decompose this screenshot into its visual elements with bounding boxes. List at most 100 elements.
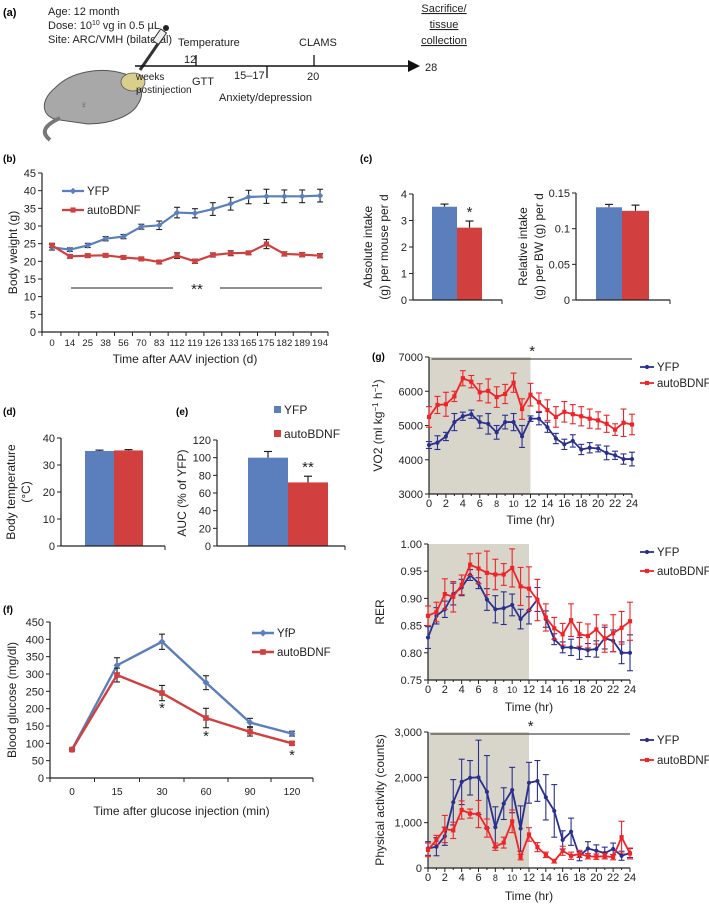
tissue-label: tissue (430, 19, 459, 31)
bar (596, 207, 622, 300)
y-tick-label: 0 (49, 541, 55, 553)
series-yfp (426, 409, 635, 467)
data-point (644, 364, 650, 370)
data-point (585, 633, 590, 639)
data-point (443, 434, 448, 439)
data-point (435, 440, 440, 445)
data-point (560, 837, 565, 842)
y-tick-label: 6000 (399, 386, 423, 398)
data-point (494, 430, 499, 435)
gtt-label: GTT (192, 76, 214, 88)
data-point (579, 414, 584, 419)
y-tick-label: 0.95 (401, 566, 422, 578)
data-point (611, 631, 616, 636)
legend-label: autoBDNF (657, 378, 709, 390)
data-point (425, 635, 431, 640)
week-15-17-label: 15–17 (234, 70, 265, 82)
data-point (317, 253, 323, 259)
y-tick-label: 1 (401, 269, 407, 281)
legend-item-autobdnf: autoBDNF (640, 566, 709, 578)
y-axis-label-part: −1 (371, 383, 380, 393)
data-point (493, 572, 498, 577)
x-tick-label: 120 (284, 787, 301, 798)
data-point (469, 412, 474, 417)
series-line (51, 242, 321, 264)
y-tick-label: 1,000 (394, 818, 422, 830)
data-point (191, 210, 199, 217)
data-point (644, 568, 650, 574)
x-tick-label: 24 (626, 498, 638, 510)
data-point (569, 618, 574, 623)
data-point (511, 419, 516, 425)
data-point (247, 729, 253, 735)
series-line (70, 673, 293, 751)
data-point (434, 609, 439, 615)
y-tick-label: 0 (401, 295, 407, 307)
data-point (451, 828, 456, 833)
x-axis-label: Time (hr) (506, 513, 554, 527)
x-tick-label: 16 (557, 684, 569, 696)
data-point (526, 832, 532, 837)
legend-item-autobdnf: autoBDNF (640, 378, 709, 390)
y-tick-label: 350 (26, 652, 44, 664)
data-point (227, 200, 234, 207)
anxiety-label: Anxiety/depression (219, 92, 312, 104)
data-point (442, 591, 447, 597)
x-tick-label: 24 (624, 684, 636, 696)
bar (248, 457, 288, 546)
data-point (425, 613, 431, 618)
data-point (560, 645, 565, 650)
x-tick-label: 2 (442, 684, 448, 696)
y-tick-label: 400 (26, 634, 44, 646)
data-point (84, 242, 91, 249)
line-chart-panel-f-5: 0 50 100 150 200 250 300 350 400 450 0 15 30 60 90 120 T… (5, 617, 331, 818)
data-point (562, 442, 567, 447)
data-point (460, 376, 465, 381)
legend-label: YFP (284, 403, 307, 417)
data-point (501, 572, 506, 577)
data-point (627, 851, 633, 856)
data-point (519, 434, 525, 439)
y-axis-label: (g) per BW (g) per d (532, 193, 546, 300)
data-point (493, 825, 498, 830)
data-point (644, 549, 650, 555)
y-tick-label: 0 (416, 863, 422, 875)
bar-chart-panel-e-4: ** 0 20 40 60 80 100 120 AUC (% of YFP) YFP autoBD… (175, 403, 346, 553)
y-tick-label: 20 (199, 523, 211, 535)
x-tick-label: 6 (475, 684, 481, 696)
data-point (585, 854, 590, 859)
data-point (611, 855, 616, 860)
data-point (469, 379, 474, 384)
y-tick-label: 5000 (399, 421, 423, 433)
x-tick-label: 18 (573, 872, 585, 884)
data-point (476, 775, 481, 780)
data-point (202, 679, 210, 687)
timeline-arrowhead (408, 60, 420, 72)
data-point (543, 795, 548, 800)
panel-label-g: (g) (372, 352, 385, 363)
x-tick-label: 2 (442, 872, 448, 884)
data-point (587, 445, 592, 450)
y-tick-label: 2,000 (394, 772, 422, 784)
data-point (535, 778, 540, 784)
y-tick-label: 0.05 (549, 259, 570, 271)
x-tick-label: 14 (541, 498, 553, 510)
week-28-label: 28 (425, 62, 437, 74)
x-tick-label: 12 (523, 872, 535, 884)
data-point (619, 835, 624, 840)
y-axis-label: Body weight (g) (6, 211, 20, 294)
x-tick-label: 2 (443, 498, 449, 510)
postinjection-label: postinjection (136, 85, 192, 96)
data-point (528, 416, 533, 421)
y-tick-label: 10 (24, 292, 36, 304)
y-axis-label: (°C) (19, 481, 33, 502)
y-tick-label: 60 (199, 488, 211, 500)
series-line (51, 194, 321, 251)
x-tick-label: 15 (111, 787, 123, 798)
y-axis-label-part: VO2 (ml kg (371, 412, 385, 472)
y-tick-label: 0.90 (401, 593, 422, 605)
data-point (587, 416, 592, 421)
x-tick-label: 12 (523, 684, 535, 696)
